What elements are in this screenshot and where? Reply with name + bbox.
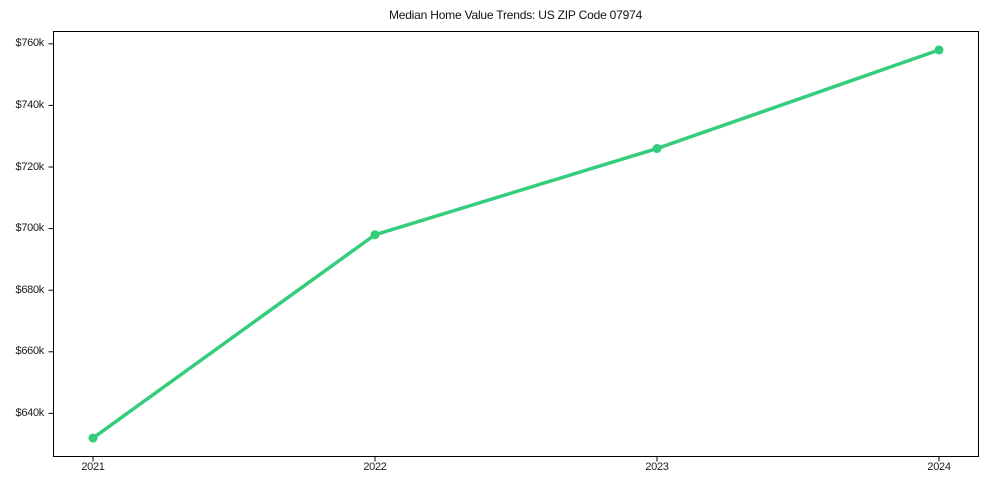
trend-line [91,48,941,440]
y-tick-label: $660k [15,345,45,358]
y-tick-label: $760k [15,37,45,50]
y-tick-label: $680k [15,283,45,296]
data-point-marker [652,144,662,154]
data-point-marker [88,433,98,443]
data-point-marker [370,230,380,240]
y-tick-label: $700k [15,222,45,235]
x-tick-label: 2023 [645,461,669,473]
x-tick-label: 2021 [81,461,105,473]
y-tick-label: $640k [15,406,45,419]
x-tick-label: 2022 [363,461,387,473]
y-tick-label: $720k [15,160,45,173]
chart-title: Median Home Value Trends: US ZIP Code 07… [388,8,643,22]
plot-frame [53,31,979,457]
x-tick-label: 2024 [927,461,951,473]
data-point-marker [934,45,944,55]
y-tick-label: $740k [15,98,45,111]
